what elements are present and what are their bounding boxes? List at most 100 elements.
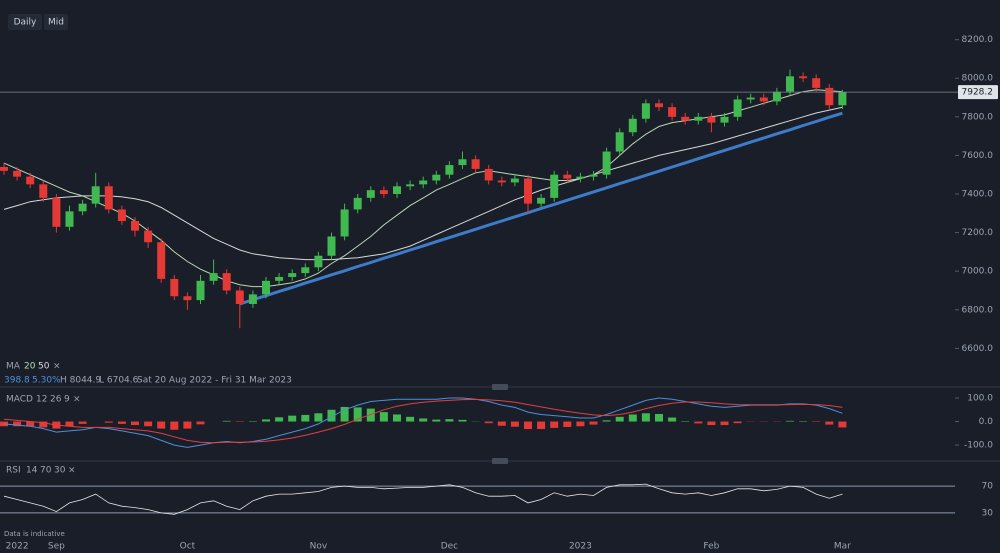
x-tick-label: Feb [703,542,719,552]
histogram-bar [327,409,336,422]
histogram-bar [733,421,742,424]
histogram-bar [314,413,323,422]
y-tick-label: 70 [982,482,994,492]
candle-body [340,209,349,237]
histogram-bar [262,419,270,422]
candle-body [170,278,179,297]
high: H 8044.9 [60,376,101,386]
candle-body [91,186,100,204]
x-tick-label: 2023 [569,542,592,552]
candle-body [746,97,755,100]
candle-body [786,76,794,92]
y-tick-label: 100.0 [967,394,993,404]
histogram-bar [144,421,153,427]
candle-body [432,174,441,181]
histogram-bar [576,421,585,427]
histogram-bar [786,420,794,422]
candle-body [327,236,336,256]
histogram-bar [340,406,349,422]
histogram-bar [288,415,297,422]
histogram-bar [510,421,519,427]
macd-title: MACD [6,395,33,405]
candle-body [131,221,139,231]
candle-body [458,159,467,166]
histogram-bar [445,419,454,422]
candle-body [13,170,22,177]
change-pct: 5.30% [32,376,61,386]
histogram-bar [589,421,598,425]
candle-body [314,255,323,268]
histogram-bar [39,421,48,428]
footer-note: Data is indicative [4,530,65,538]
candle-body [707,116,716,123]
candle-body [78,203,87,212]
histogram-bar [393,414,401,422]
y-tick-label: 8000.0 [962,74,994,84]
candle-body [628,118,637,133]
candle-body [144,230,153,243]
candle-body [353,197,362,210]
rsi-title: RSI [6,466,21,476]
histogram-bar [183,421,192,429]
histogram-bar [196,421,205,425]
interval-button[interactable] [8,14,42,30]
legend-entry: 20 [24,362,36,372]
y-tick-label: 6800.0 [962,305,994,315]
candle-body [589,174,598,177]
candle-body [799,76,808,79]
macd-param: 9 [64,395,70,405]
rsi-param: 30 [54,466,66,476]
close-icon[interactable]: × [73,395,81,405]
pane-handle[interactable] [492,384,508,390]
close-icon[interactable]: × [53,362,61,372]
legend-entry: 50 [38,362,50,372]
macd-line [3,398,843,444]
histogram-bar [550,421,559,428]
low: L 6704.6 [99,376,139,386]
price-type-button[interactable] [44,14,68,30]
histogram-bar [602,420,611,422]
histogram-bar [379,412,388,422]
histogram-bar [497,421,506,426]
candle-body [65,211,74,227]
histogram-bar [838,421,847,428]
candle-body [694,116,703,121]
x-tick-label: Dec [441,542,458,552]
histogram-bar [78,421,87,424]
candle-body [576,176,585,179]
y-tick-label: 7800.0 [962,112,994,122]
candle-body [379,190,388,194]
histogram-bar [707,421,716,426]
histogram-bar [353,407,362,422]
candle-body [301,267,310,274]
rsi-param: 70 [40,466,52,476]
candle-body [419,180,428,185]
candle-body [550,174,559,198]
close-icon[interactable]: × [68,466,76,476]
histogram-bar [65,421,74,427]
candle-body [733,99,742,117]
trend-line [239,111,843,306]
histogram-bar [628,414,637,422]
candle-body [563,174,572,179]
pane-handle[interactable] [492,458,508,464]
histogram-bar [615,416,624,422]
y-tick-label: 7400.0 [962,190,994,200]
histogram-bar [655,414,663,422]
x-tick-label: Nov [310,542,328,552]
last-price-label: 7928.2 [962,88,994,98]
histogram-bar [641,413,650,422]
candle-body [222,273,231,291]
price-type-label[interactable]: Mid [48,18,64,28]
histogram-bar [366,408,375,422]
legend-title: MA [6,362,21,372]
candle-body [602,151,611,175]
candle-body [655,103,663,108]
histogram-bar [275,417,284,422]
candle-body [157,242,166,279]
x-tick-label: Mar [834,542,851,552]
y-tick-label: 7000.0 [962,267,994,277]
interval-label[interactable]: Daily [14,18,37,28]
